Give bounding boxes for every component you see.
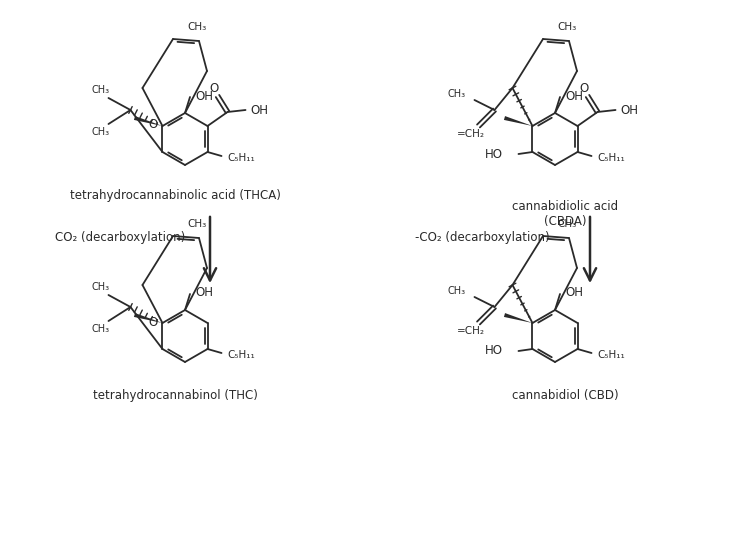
Text: CH₃: CH₃	[448, 286, 466, 296]
Text: O: O	[579, 81, 588, 95]
Text: OH: OH	[195, 90, 213, 102]
Text: CH₃: CH₃	[188, 22, 206, 32]
Text: CH₃: CH₃	[92, 324, 110, 334]
Text: tetrahydrocannabinol (THC): tetrahydrocannabinol (THC)	[92, 389, 257, 403]
Text: CH₃: CH₃	[92, 85, 110, 95]
Text: O: O	[209, 81, 218, 95]
Text: OH: OH	[620, 104, 638, 116]
Polygon shape	[134, 116, 163, 126]
Text: tetrahydrocannabinolic acid (THCA): tetrahydrocannabinolic acid (THCA)	[70, 189, 280, 203]
Text: CH₃: CH₃	[557, 22, 577, 32]
Text: HO: HO	[484, 147, 502, 161]
Polygon shape	[504, 313, 532, 323]
Text: CH₃: CH₃	[448, 89, 466, 99]
Polygon shape	[134, 313, 163, 323]
Text: CH₃: CH₃	[557, 219, 577, 229]
Text: OH: OH	[195, 286, 213, 300]
Text: CH₃: CH₃	[92, 282, 110, 292]
Text: OH: OH	[565, 286, 583, 300]
Text: OH: OH	[251, 104, 268, 116]
Polygon shape	[504, 116, 532, 126]
Text: CH₃: CH₃	[188, 219, 206, 229]
Text: HO: HO	[484, 345, 502, 357]
Text: C₅H₁₁: C₅H₁₁	[228, 350, 256, 360]
Text: cannabidiolic acid
(CBDA): cannabidiolic acid (CBDA)	[512, 200, 618, 228]
Text: C₅H₁₁: C₅H₁₁	[228, 153, 256, 163]
Text: C₅H₁₁: C₅H₁₁	[598, 350, 626, 360]
Text: O: O	[148, 119, 158, 131]
Text: =CH₂: =CH₂	[457, 326, 484, 336]
Text: cannabidiol (CBD): cannabidiol (CBD)	[512, 389, 618, 403]
Text: =CH₂: =CH₂	[457, 129, 484, 139]
Text: OH: OH	[565, 90, 583, 102]
Text: CO₂ (decarboxylation): CO₂ (decarboxylation)	[55, 232, 185, 244]
Text: CH₃: CH₃	[92, 127, 110, 137]
Text: C₅H₁₁: C₅H₁₁	[598, 153, 626, 163]
Text: O: O	[148, 315, 158, 329]
Text: -CO₂ (decarboxylation): -CO₂ (decarboxylation)	[415, 232, 550, 244]
